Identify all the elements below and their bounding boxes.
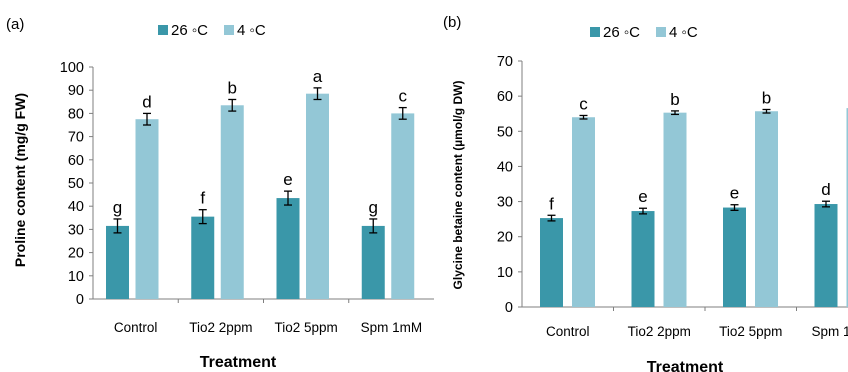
bar bbox=[106, 225, 129, 299]
panel-b-label: (b) bbox=[443, 14, 461, 31]
x-tick-label: Tio2 2ppm bbox=[189, 320, 252, 335]
y-tick-label: 60 bbox=[68, 153, 84, 169]
significance-letter: c bbox=[399, 87, 408, 106]
legend-label: 26 ◦C bbox=[603, 24, 640, 41]
y-tick-label: 30 bbox=[497, 195, 513, 211]
legend-swatch bbox=[656, 27, 666, 37]
y-tick-label: 40 bbox=[68, 199, 84, 215]
x-tick-label: Tio2 5ppm bbox=[719, 324, 782, 339]
bar bbox=[755, 111, 778, 307]
panel-a-y-axis-title: Proline content (mg/g FW) bbox=[12, 93, 28, 267]
x-tick-label: Spm 1mM bbox=[361, 320, 423, 335]
significance-letter: a bbox=[313, 67, 323, 86]
y-tick-label: 40 bbox=[497, 159, 513, 175]
x-tick-label: Spm 1mM bbox=[811, 324, 848, 339]
y-tick-label: 60 bbox=[497, 89, 513, 105]
y-tick-label: 30 bbox=[68, 222, 84, 238]
bar bbox=[572, 117, 595, 307]
significance-letter: d bbox=[142, 92, 151, 111]
y-tick-label: 90 bbox=[68, 83, 84, 99]
significance-letter: b bbox=[228, 78, 237, 97]
y-tick-label: 80 bbox=[68, 106, 84, 122]
significance-letter: f bbox=[200, 189, 205, 208]
legend-label: 4 ◦C bbox=[237, 22, 266, 39]
legend-swatch bbox=[590, 27, 600, 37]
legend-swatch bbox=[224, 25, 234, 35]
y-tick-label: 10 bbox=[497, 265, 513, 281]
bar bbox=[191, 216, 215, 299]
significance-letter: g bbox=[113, 198, 122, 217]
bar bbox=[846, 108, 848, 307]
bar bbox=[361, 225, 385, 299]
y-tick-label: 0 bbox=[76, 292, 84, 308]
x-tick-label: Tio2 2ppm bbox=[628, 324, 691, 339]
panel-a: (a) Proline content (mg/g FW) Treatment bbox=[6, 16, 277, 371]
bar bbox=[306, 93, 329, 300]
panel-a-label: (a) bbox=[6, 16, 24, 33]
significance-letter: c bbox=[579, 94, 588, 113]
panel-a-x-axis-title: Treatment bbox=[200, 354, 277, 371]
y-tick-label: 50 bbox=[497, 124, 513, 140]
bar bbox=[663, 112, 687, 307]
panel-b-plot: 0 10 20 30 40 50 60 70 Control Tio2 2ppm Tio2 5ppm… bbox=[497, 24, 848, 339]
significance-letter: d bbox=[821, 180, 830, 199]
panel-b-x-axis-title: Treatment bbox=[647, 359, 724, 372]
significance-letter: g bbox=[369, 198, 378, 217]
significance-letter: e bbox=[730, 184, 739, 203]
bar bbox=[135, 119, 159, 299]
bar bbox=[631, 211, 655, 307]
y-tick-label: 70 bbox=[497, 54, 513, 70]
x-tick-label: Control bbox=[546, 324, 590, 339]
panel-b-y-axis-title: Glycine betaine content (µmol/g DW) bbox=[451, 81, 465, 290]
significance-letter: b bbox=[762, 88, 771, 107]
panel-b: (b) Glycine betaine content (µmol/g DW) … bbox=[443, 14, 724, 372]
legend-label: 4 ◦C bbox=[669, 24, 698, 41]
legend: 26 ◦C 4 ◦C bbox=[590, 24, 698, 41]
y-tick-label: 70 bbox=[68, 130, 84, 146]
significance-letter: e bbox=[638, 187, 647, 206]
y-tick-label: 20 bbox=[497, 230, 513, 246]
significance-letter: f bbox=[549, 194, 554, 213]
x-tick-label: Control bbox=[114, 320, 158, 335]
bar bbox=[276, 198, 300, 299]
y-tick-label: 100 bbox=[60, 60, 84, 76]
y-tick-label: 10 bbox=[68, 269, 84, 285]
x-tick-label: Tio2 5ppm bbox=[274, 320, 337, 335]
legend: 26 ◦C 4 ◦C bbox=[158, 22, 266, 39]
bar bbox=[540, 218, 563, 307]
y-tick-label: 20 bbox=[68, 246, 84, 262]
panel-a-plot: 0 10 20 30 40 50 60 70 80 90 100 Control Tio2 2ppm Ti… bbox=[60, 22, 434, 335]
significance-letter: e bbox=[283, 170, 292, 189]
y-tick-label: 50 bbox=[68, 176, 84, 192]
y-tick-label: 0 bbox=[505, 300, 513, 316]
bar bbox=[391, 113, 415, 300]
significance-letter: b bbox=[670, 90, 679, 109]
bar bbox=[814, 204, 838, 307]
bar bbox=[723, 207, 746, 307]
legend-label: 26 ◦C bbox=[171, 22, 208, 39]
legend-swatch bbox=[158, 25, 168, 35]
bar bbox=[220, 105, 244, 299]
